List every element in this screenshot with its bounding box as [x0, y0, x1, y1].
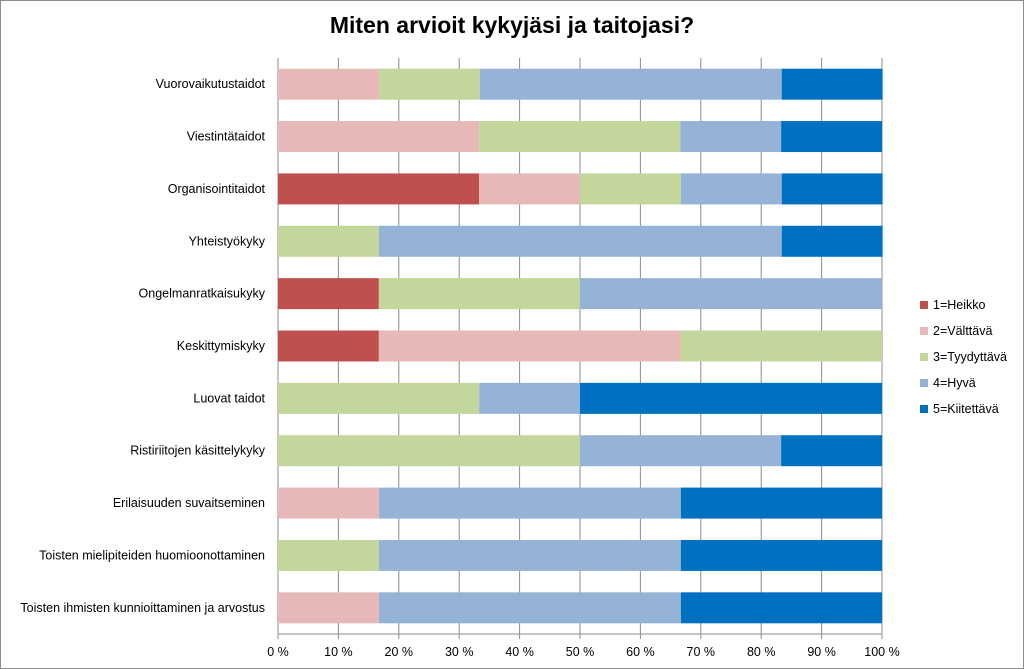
bar-segment	[378, 539, 681, 571]
legend-swatch	[920, 301, 928, 309]
bar-segment	[580, 435, 782, 467]
x-tick-label: 10 %	[324, 645, 353, 659]
bar-segment	[680, 330, 882, 362]
bar-segment	[680, 121, 782, 153]
x-tick-label: 50 %	[566, 645, 595, 659]
bar-segment	[580, 278, 882, 310]
x-tick-label: 70 %	[687, 645, 716, 659]
legend-swatch	[920, 353, 928, 361]
bar-segment	[278, 278, 379, 310]
bar-segment	[278, 173, 480, 205]
bar-segment	[278, 225, 379, 257]
bar-segment	[278, 68, 379, 100]
x-tick-label: 60 %	[626, 645, 655, 659]
category-label: Yhteistyökyky	[189, 234, 266, 248]
bar-segment	[781, 435, 882, 467]
x-tick-label: 20 %	[385, 645, 414, 659]
bar-segment	[278, 435, 580, 467]
x-tick-label: 90 %	[807, 645, 836, 659]
bar-segment	[278, 487, 379, 519]
bar-segment	[278, 121, 480, 153]
category-label: Toisten ihmisten kunnioittaminen ja arvo…	[20, 601, 265, 615]
legend-label: 4=Hyvä	[933, 376, 976, 390]
bar-segment	[781, 225, 883, 257]
x-tick-label: 100 %	[864, 645, 899, 659]
bar-segment	[680, 539, 882, 571]
bar-segment	[378, 330, 681, 362]
category-label: Ongelmanratkaisukyky	[139, 287, 266, 301]
x-tick-label: 80 %	[747, 645, 776, 659]
legend-label: 2=Välttävä	[933, 324, 992, 338]
category-label: Ristiriitojen käsittelykyky	[130, 444, 266, 458]
x-tick-label: 30 %	[445, 645, 474, 659]
bar-segment	[580, 173, 681, 205]
bar-segment	[378, 68, 480, 100]
bar-segment	[781, 121, 882, 153]
legend-label: 1=Heikko	[933, 298, 986, 312]
bar-segment	[479, 121, 681, 153]
bar-segment	[378, 225, 782, 257]
category-label: Vuorovaikutustaidot	[156, 77, 266, 91]
legend-label: 3=Tyydyttävä	[933, 350, 1007, 364]
bar-segment	[278, 592, 379, 624]
x-tick-label: 40 %	[505, 645, 534, 659]
bar-segment	[278, 330, 379, 362]
bar-segment	[378, 278, 580, 310]
bar-segment	[580, 382, 882, 414]
bar-segment	[680, 487, 882, 519]
legend-label: 5=Kiitettävä	[933, 402, 999, 416]
bar-segment	[479, 173, 580, 205]
bar-segment	[378, 592, 681, 624]
bar-segment	[781, 173, 883, 205]
category-label: Keskittymiskyky	[177, 339, 266, 353]
legend-swatch	[920, 379, 928, 387]
bar-segment	[479, 382, 580, 414]
category-label: Toisten mielipiteiden huomioonottaminen	[39, 548, 265, 562]
bar-segment	[278, 382, 480, 414]
bar-segment	[278, 539, 379, 571]
category-label: Organisointitaidot	[168, 182, 266, 196]
bar-segment	[680, 173, 782, 205]
category-label: Erilaisuuden suvaitseminen	[113, 496, 265, 510]
legend-swatch	[920, 327, 928, 335]
bar-segment	[680, 592, 882, 624]
bar-segment	[378, 487, 681, 519]
legend-swatch	[920, 405, 928, 413]
category-label: Viestintätaidot	[187, 130, 266, 144]
bar-segment	[479, 68, 782, 100]
chart-title: Miten arvioit kykyjäsi ja taitojasi?	[329, 12, 695, 38]
bar-segment	[781, 68, 883, 100]
category-label: Luovat taidot	[193, 391, 265, 405]
x-tick-label: 0 %	[267, 645, 289, 659]
